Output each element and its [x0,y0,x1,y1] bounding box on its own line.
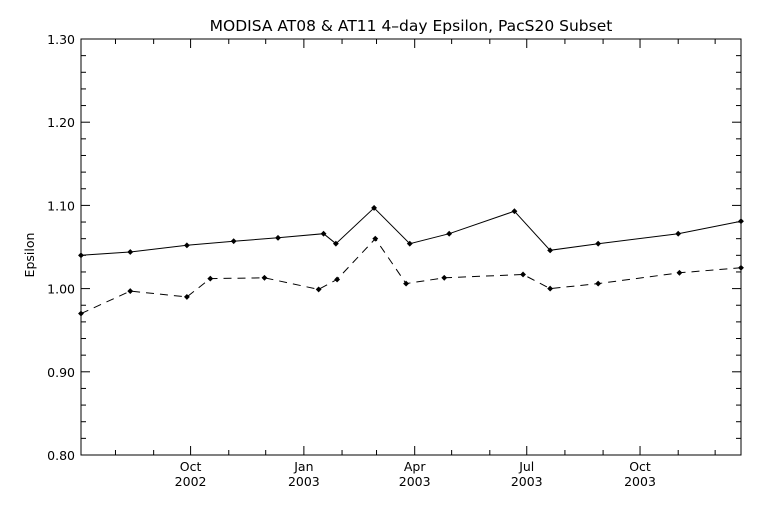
data-point [403,280,409,287]
data-point [675,230,682,237]
x-tick-label-month: Apr [404,459,426,474]
data-point [676,269,683,276]
data-point [78,310,84,317]
x-tick-label-month: Jul [518,459,534,474]
x-tick-label-year: 2003 [399,474,431,489]
data-point [738,264,744,271]
data-point [738,218,744,225]
data-point [261,274,268,281]
x-tick-label-month: Oct [629,459,651,474]
data-point [334,276,341,283]
data-point [595,240,602,247]
data-point [315,286,322,293]
x-tick-label-year: 2003 [624,474,656,489]
x-tick-label-month: Jan [293,459,313,474]
plot-frame [80,38,742,456]
data-point [372,235,379,242]
data-point [371,204,377,211]
x-tick-label-year: 2002 [175,474,207,489]
data-point [275,234,281,241]
y-tick-label: 0.90 [47,365,75,380]
data-point [207,275,214,282]
data-point [78,252,84,259]
data-point [446,230,453,237]
data-point [230,238,237,245]
series-line-solid [80,207,742,256]
data-point [547,285,554,292]
data-point [127,288,134,295]
data-point [595,280,602,287]
chart-title: MODISA AT08 & AT11 4–day Epsilon, PacS20… [210,17,613,35]
x-tick-label-month: Oct [180,459,202,474]
y-tick-label: 1.10 [47,198,75,213]
data-point [183,293,190,300]
x-tick-label-year: 2003 [288,474,320,489]
x-tick-label-year: 2003 [511,474,543,489]
data-point [441,274,448,281]
data-point [511,208,518,215]
y-tick-label: 1.00 [47,282,75,297]
y-tick-label: 1.20 [47,115,75,130]
series-line-dashed [80,237,742,315]
y-tick-label: 0.80 [47,448,75,463]
y-tick-label: 1.30 [47,32,75,47]
data-point [406,240,413,247]
y-axis-ticks: 0.80 0.90 1.00 1.10 1.20 1.30 [47,32,741,463]
data-point [127,249,134,255]
y-axis-label: Epsilon [22,233,37,278]
data-point [320,230,327,237]
data-point [520,271,526,278]
data-point [183,242,190,249]
data-point [547,247,554,254]
series-layer [78,204,744,317]
data-point [332,240,339,247]
